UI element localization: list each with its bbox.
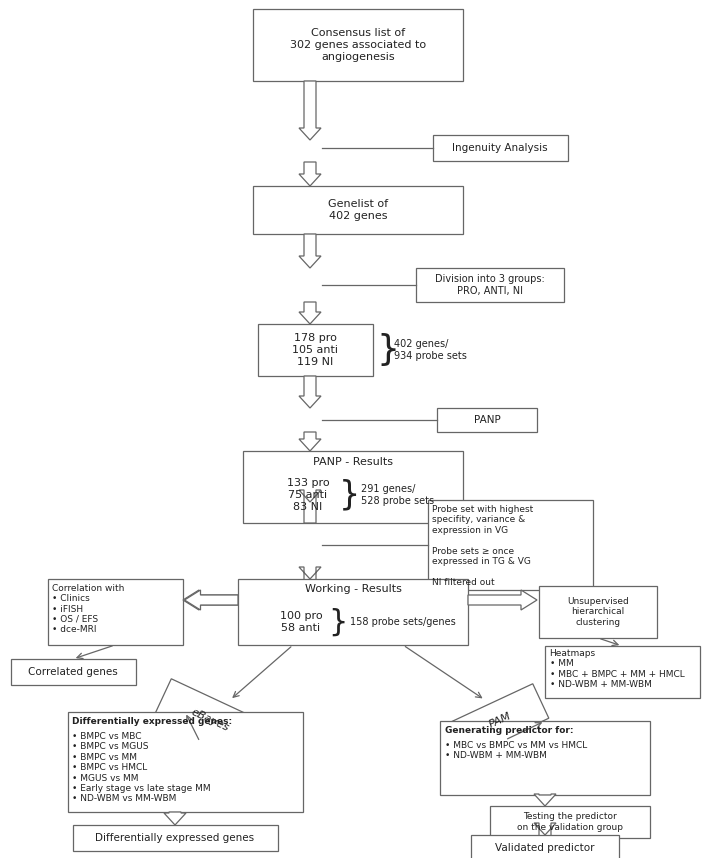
Polygon shape (184, 590, 238, 610)
Text: PAM: PAM (488, 710, 513, 729)
Text: PANP: PANP (474, 415, 500, 425)
Text: Working - Results: Working - Results (305, 584, 402, 594)
Text: eBayes: eBayes (189, 707, 231, 733)
Polygon shape (183, 590, 238, 610)
Text: 133 pro
75 anti
83 NI: 133 pro 75 anti 83 NI (287, 479, 329, 511)
Text: Heatmaps
• MM
• MBC + BMPC + MM + HMCL
• ND-WBM + MM-WBM: Heatmaps • MM • MBC + BMPC + MM + HMCL •… (549, 649, 684, 689)
Text: Generating predictor for:: Generating predictor for: (445, 726, 574, 735)
Polygon shape (468, 590, 537, 610)
Text: }: } (328, 607, 347, 637)
Bar (539, 586, 657, 638)
Text: }: } (376, 333, 399, 367)
Text: 402 genes/
934 probe sets: 402 genes/ 934 probe sets (394, 339, 467, 361)
Bar (243, 451, 463, 523)
Bar (72, 825, 277, 851)
Bar (490, 806, 650, 838)
Bar (47, 579, 183, 645)
Text: Differentially expressed genes: Differentially expressed genes (95, 833, 255, 843)
Bar (257, 324, 373, 376)
Text: 100 pro
58 anti: 100 pro 58 anti (280, 611, 323, 633)
Polygon shape (299, 432, 321, 451)
Polygon shape (153, 679, 267, 761)
Polygon shape (451, 684, 549, 756)
Text: 291 genes/
528 probe sets: 291 genes/ 528 probe sets (361, 484, 434, 506)
Bar (253, 186, 463, 234)
Text: Differentially expressed genes:: Differentially expressed genes: (72, 717, 232, 726)
Polygon shape (299, 302, 321, 324)
Polygon shape (299, 234, 321, 268)
Polygon shape (299, 162, 321, 186)
Polygon shape (299, 567, 321, 590)
Bar (544, 646, 700, 698)
Bar (427, 500, 592, 590)
Bar (238, 579, 468, 645)
Text: Validated predictor: Validated predictor (495, 843, 594, 853)
Polygon shape (534, 823, 556, 838)
Bar (432, 135, 567, 161)
Text: Correlation with
• Clinics
• iFISH
• OS / EFS
• dce-MRI: Correlation with • Clinics • iFISH • OS … (52, 583, 125, 634)
Text: }: } (339, 479, 360, 511)
Text: Testing the predictor
on the validation group: Testing the predictor on the validation … (517, 813, 623, 831)
Text: 178 pro
105 anti
119 NI: 178 pro 105 anti 119 NI (292, 334, 338, 366)
Text: Correlated genes: Correlated genes (28, 667, 118, 677)
Text: Unsupervised
hierarchical
clustering: Unsupervised hierarchical clustering (567, 597, 629, 627)
Bar (471, 835, 619, 858)
Bar (67, 712, 303, 812)
Text: PANP - Results: PANP - Results (313, 457, 393, 467)
Polygon shape (164, 812, 186, 825)
Text: 158 probe sets/genes: 158 probe sets/genes (350, 617, 456, 627)
Text: Probe set with highest
specifity, variance &
expression in VG

Probe sets ≥ once: Probe set with highest specifity, varian… (432, 505, 533, 587)
Bar (11, 659, 136, 685)
Text: • BMPC vs MBC
• BMPC vs MGUS
• BMPC vs MM
• BMPC vs HMCL
• MGUS vs MM
• Early st: • BMPC vs MBC • BMPC vs MGUS • BMPC vs M… (72, 732, 211, 803)
Text: Genelist of
402 genes: Genelist of 402 genes (328, 199, 388, 221)
Text: Division into 3 groups:
PRO, ANTI, NI: Division into 3 groups: PRO, ANTI, NI (435, 275, 545, 296)
Polygon shape (299, 376, 321, 408)
Text: • MBC vs BMPC vs MM vs HMCL
• ND-WBM + MM-WBM: • MBC vs BMPC vs MM vs HMCL • ND-WBM + M… (445, 741, 587, 760)
Bar (253, 9, 463, 81)
Text: Ingenuity Analysis: Ingenuity Analysis (452, 143, 548, 153)
Bar (440, 721, 650, 795)
Polygon shape (534, 794, 556, 806)
Bar (437, 408, 537, 432)
Polygon shape (299, 81, 321, 140)
Bar (416, 268, 564, 302)
Text: Consensus list of
302 genes associated to
angiogenesis: Consensus list of 302 genes associated t… (290, 28, 426, 62)
Polygon shape (299, 490, 321, 523)
